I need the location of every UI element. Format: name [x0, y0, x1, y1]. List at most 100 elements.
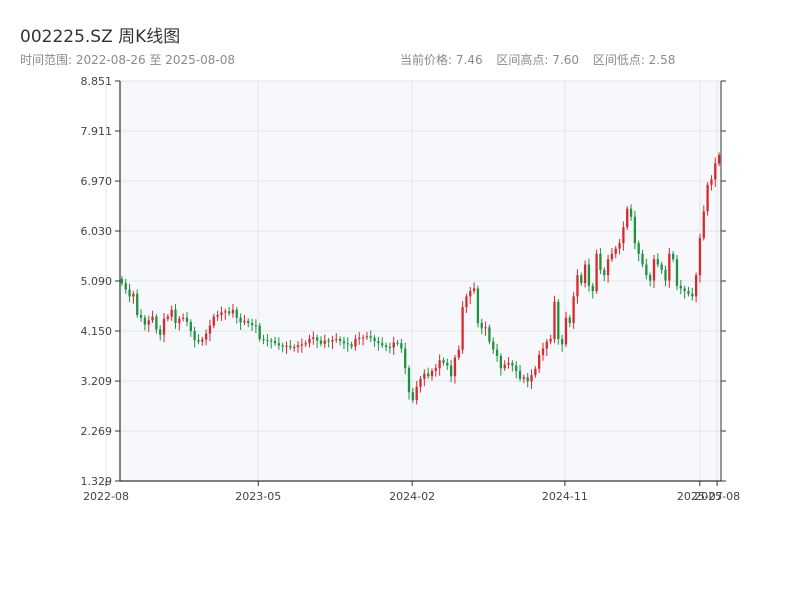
- candle-body: [285, 345, 288, 347]
- x-tick-label: 2022-08: [83, 490, 129, 503]
- candle-body: [381, 343, 384, 346]
- x-tick-label: 2025-08: [694, 490, 740, 503]
- candle-body: [361, 337, 365, 339]
- candle-body: [247, 320, 250, 324]
- range-low-text: 区间低点: 2.58: [592, 53, 676, 67]
- candle-body: [155, 316, 158, 330]
- candle-body: [476, 288, 480, 324]
- candle-body: [515, 365, 518, 371]
- candle-body: [423, 373, 426, 379]
- candle-body: [350, 344, 353, 347]
- candle-body: [342, 341, 346, 344]
- candle-body: [469, 291, 472, 297]
- candle-body: [587, 264, 591, 286]
- candle-body: [595, 253, 598, 292]
- candle-body: [419, 378, 422, 387]
- candle-body: [622, 227, 625, 244]
- candle-body: [679, 285, 682, 289]
- candle-body: [427, 373, 430, 377]
- candle-body: [446, 362, 449, 366]
- candle-body: [373, 337, 376, 342]
- candle-body: [331, 340, 334, 342]
- candle-body: [610, 253, 614, 260]
- candle-body: [461, 307, 464, 350]
- x-tick-label: 2024-02: [389, 490, 435, 503]
- candle-body: [277, 343, 281, 346]
- candle-body: [637, 243, 640, 254]
- candle-body: [668, 253, 671, 281]
- candle-body: [710, 179, 713, 185]
- candle-body: [691, 293, 694, 297]
- candle-body: [626, 208, 629, 228]
- candle-body: [170, 309, 173, 317]
- candles: [120, 152, 721, 405]
- candle-body: [227, 311, 231, 314]
- candle-body: [495, 349, 499, 356]
- candle-body: [442, 360, 445, 363]
- candle-body: [541, 348, 545, 355]
- candle-body: [166, 316, 169, 319]
- y-tick-label: 6.970: [81, 175, 113, 188]
- candle-body: [254, 325, 258, 327]
- candle-body: [407, 368, 411, 393]
- candle-body: [683, 288, 686, 292]
- candle-body: [507, 362, 510, 365]
- candle-body: [664, 269, 667, 281]
- candle-body: [564, 317, 568, 345]
- axes: 1.329 2.269 3.209 4.150 5.090 6.030 6.970 7.911…: [81, 75, 741, 503]
- candle-body: [239, 317, 242, 323]
- candle-body: [438, 360, 441, 369]
- candle-body: [629, 208, 633, 217]
- candle-body: [312, 337, 315, 339]
- y-tick-label: 8.851: [81, 75, 113, 88]
- candle-body: [557, 301, 560, 339]
- candle-body: [369, 336, 372, 338]
- candle-body: [212, 316, 215, 326]
- candle-body: [534, 368, 537, 376]
- candle-body: [633, 216, 637, 244]
- candle-body: [174, 309, 177, 324]
- candle-body: [136, 293, 139, 316]
- candle-body: [672, 253, 675, 260]
- candle-body: [583, 264, 587, 284]
- candle-body: [545, 341, 548, 349]
- candle-body: [128, 289, 131, 297]
- candle-body: [560, 338, 564, 345]
- candle-body: [231, 309, 235, 314]
- candle-body: [270, 340, 273, 342]
- candle-body: [649, 275, 652, 281]
- candle-body: [193, 330, 196, 341]
- candle-body: [258, 325, 261, 339]
- candle-body: [526, 377, 529, 382]
- candle-body: [243, 320, 246, 323]
- candle-body: [572, 296, 575, 324]
- candle-body: [652, 259, 656, 281]
- candle-body: [453, 357, 457, 377]
- y-tick-label: 6.030: [81, 225, 113, 238]
- candle-body: [580, 275, 583, 284]
- candle-body: [235, 309, 238, 318]
- candle-body: [465, 296, 468, 308]
- candle-body: [660, 264, 663, 270]
- candle-body: [139, 315, 143, 318]
- candle-body: [694, 275, 698, 297]
- candle-body: [308, 338, 311, 344]
- candle-body: [388, 346, 392, 348]
- candle-body: [300, 344, 303, 346]
- candle-body: [262, 338, 265, 341]
- candle-body: [289, 345, 292, 348]
- candle-body: [702, 211, 705, 238]
- candle-body: [656, 259, 659, 265]
- candle-body: [411, 392, 414, 401]
- candle-body: [499, 355, 503, 369]
- candle-body: [319, 340, 323, 344]
- candle-body: [518, 370, 522, 379]
- candle-body: [323, 340, 326, 344]
- candle-body: [189, 321, 192, 331]
- candle-body: [159, 329, 162, 335]
- candle-body: [472, 288, 476, 292]
- candle-body: [511, 362, 514, 366]
- candle-body: [576, 275, 579, 297]
- candle-body: [400, 343, 403, 349]
- candle-body: [687, 291, 690, 294]
